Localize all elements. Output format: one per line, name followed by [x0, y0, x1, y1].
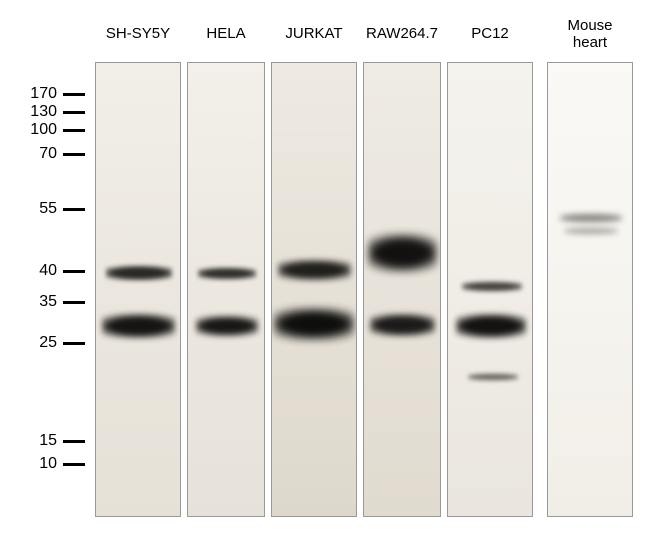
mw-marker-label: 100: [30, 121, 57, 139]
blot-band: [196, 315, 258, 337]
blot-band: [368, 233, 437, 273]
lane-strip: [547, 62, 633, 517]
mw-marker: 70: [39, 145, 85, 163]
lane-strip: [271, 62, 357, 517]
mw-marker-tick: [63, 463, 85, 466]
mw-marker-tick: [63, 111, 85, 114]
blot-band: [278, 259, 351, 281]
mw-marker-label: 170: [30, 85, 57, 103]
lane-label: RAW264.7: [363, 26, 441, 43]
lane: RAW264.7: [363, 62, 441, 517]
mw-marker-tick: [63, 270, 85, 273]
mw-marker: 35: [39, 293, 85, 311]
mw-marker: 130: [30, 103, 85, 121]
blot-band: [102, 313, 175, 339]
lane-label: HELA: [187, 26, 265, 43]
mw-marker-tick: [63, 208, 85, 211]
mw-marker-label: 70: [39, 145, 57, 163]
mw-marker-label: 35: [39, 293, 57, 311]
mw-marker-label: 40: [39, 262, 57, 280]
mw-marker: 10: [39, 455, 85, 473]
blot-band: [560, 213, 622, 223]
blot-band: [462, 281, 522, 292]
blot-band: [274, 307, 354, 341]
lane-label: PC12: [447, 26, 533, 43]
blot-band: [456, 313, 526, 339]
lane-strip: [363, 62, 441, 517]
mw-marker: 15: [39, 432, 85, 450]
lane-label: Mouse heart: [547, 18, 633, 51]
mw-marker-tick: [63, 93, 85, 96]
blot-band: [370, 313, 435, 337]
mw-marker: 170: [30, 85, 85, 103]
mw-marker-tick: [63, 153, 85, 156]
lane-strip: [447, 62, 533, 517]
mw-marker-label: 25: [39, 334, 57, 352]
blot-band: [106, 265, 172, 281]
blot-band: [468, 373, 518, 381]
mw-marker: 100: [30, 121, 85, 139]
mw-marker-label: 130: [30, 103, 57, 121]
mw-marker-tick: [63, 129, 85, 132]
mw-marker: 40: [39, 262, 85, 280]
mw-marker-label: 15: [39, 432, 57, 450]
mw-marker-tick: [63, 301, 85, 304]
mw-marker-label: 10: [39, 455, 57, 473]
lane: PC12: [447, 62, 533, 517]
lane-label: JURKAT: [271, 26, 357, 43]
mw-marker-label: 55: [39, 200, 57, 218]
lane: HELA: [187, 62, 265, 517]
lane-strip: [95, 62, 181, 517]
blot-band: [198, 267, 256, 280]
lane: Mouse heart: [547, 62, 633, 517]
mw-marker-tick: [63, 440, 85, 443]
mw-marker-tick: [63, 342, 85, 345]
lane-label: SH-SY5Y: [95, 26, 181, 43]
lanes-area: SH-SY5YHELAJURKATRAW264.7PC12Mouse heart: [95, 0, 640, 537]
blot-figure: 17013010070554035251510 SH-SY5YHELAJURKA…: [0, 0, 650, 537]
lane-strip: [187, 62, 265, 517]
lane: SH-SY5Y: [95, 62, 181, 517]
mw-marker: 55: [39, 200, 85, 218]
lane: JURKAT: [271, 62, 357, 517]
mw-marker-area: 170130100 70 55 40 35 25 15 10: [0, 0, 85, 537]
blot-band: [564, 227, 618, 235]
mw-marker: 25: [39, 334, 85, 352]
